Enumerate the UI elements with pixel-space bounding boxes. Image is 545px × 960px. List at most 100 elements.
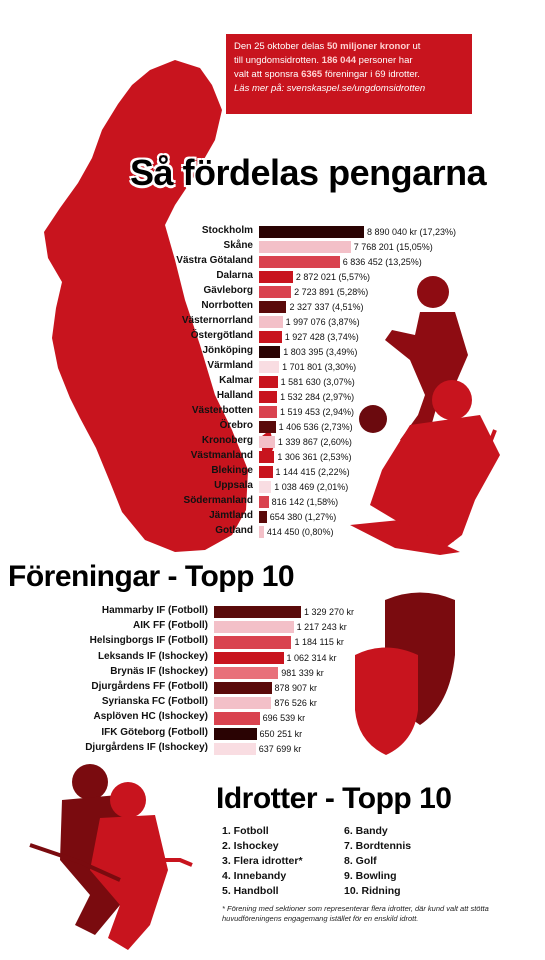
sport-item: 9. Bowling (344, 870, 397, 882)
bar (214, 727, 257, 740)
bar-value: 2 327 337 (4,51%) (289, 302, 364, 312)
bar-value: 876 526 kr (274, 698, 317, 709)
bar (214, 606, 301, 619)
bar-value: 1 184 115 kr (294, 637, 344, 648)
sport-item: 5. Handboll (222, 885, 279, 897)
bar (259, 316, 283, 328)
sport-item: 7. Bordtennis (344, 840, 412, 852)
bar-label: Jämtland (209, 510, 253, 521)
bar-value: 1 038 469 (2,01%) (274, 482, 349, 492)
bar-label: Gotland (215, 525, 253, 536)
bar (214, 697, 272, 710)
bar (259, 511, 267, 523)
bar-value: 1 144 415 (2,22%) (275, 467, 350, 477)
bar-value: 650 251 kr (259, 728, 303, 739)
bar-value: 1 997 076 (3,87%) (285, 317, 360, 327)
bar-value: 8 890 040 kr (17,23%) (367, 227, 457, 237)
info-text: till ungdomsidrotten. (234, 55, 322, 66)
footballer-icon (385, 276, 468, 445)
clubs-title: Föreningar - Topp 10 (8, 560, 295, 593)
bar (259, 466, 273, 478)
bar-label: Gävleborg (203, 285, 253, 296)
bar-label: Dalarna (216, 270, 253, 281)
bar (214, 666, 279, 679)
bar-label: Hammarby IF (Fotboll) (101, 605, 208, 616)
bar-label: Syrianska FC (Fotboll) (101, 696, 208, 708)
bar-value: 1 217 243 kr (296, 622, 347, 633)
bar-value: 981 339 kr (281, 667, 324, 678)
bar (259, 271, 293, 283)
bar-value: 7 768 201 (15,05%) (353, 242, 433, 252)
info-text: föreningar i 69 idrotter. (322, 69, 420, 80)
bar (259, 481, 272, 493)
bar (259, 331, 282, 343)
bar-label: Skåne (223, 240, 253, 251)
bar (259, 421, 276, 433)
bar (259, 286, 292, 298)
bar (214, 742, 256, 755)
bar-value: 6 836 452 (13,25%) (342, 257, 422, 267)
bar-value: 1 927 428 (3,74%) (284, 332, 359, 342)
bar-label: Västerbotten (191, 405, 253, 416)
bar (214, 636, 292, 649)
bar (259, 376, 278, 388)
sports-title: Idrotter - Topp 10 (216, 782, 452, 815)
bar-label: Västmanland (190, 450, 253, 461)
bar-value: 1 406 536 (2,73%) (278, 422, 353, 432)
bar (214, 712, 260, 725)
bar-value: 1 306 361 (2,53%) (277, 452, 352, 462)
bar-value: 816 142 (1,58%) (271, 497, 339, 507)
bar-label: Värmland (207, 360, 253, 371)
info-text: valt att sponsra (234, 69, 302, 80)
bar-label: Helsingborgs IF (Fotboll) (89, 635, 208, 647)
footnote: * Förening med sektioner som representer… (222, 904, 489, 923)
bar-value: 878 907 kr (274, 683, 318, 693)
bar-value: 414 450 (0,80%) (266, 527, 334, 537)
bar-value: 2 872 021 (5,57%) (295, 272, 370, 282)
bar-label: Örebro (219, 420, 253, 431)
info-text: Den 25 oktober delas (234, 41, 327, 52)
bar-label: Brynäs IF (Ishockey) (110, 665, 208, 677)
info-text: ut (409, 41, 421, 52)
bar (259, 226, 364, 238)
info-association-count: 6365 (301, 69, 323, 80)
sport-item: 6. Bandy (344, 825, 388, 837)
bar-label: Södermanland (183, 495, 253, 506)
info-link[interactable]: Läs mer på: svenskaspel.se/ungdomsidrott… (234, 83, 426, 94)
bar (259, 256, 340, 268)
sport-item: 1. Fotboll (222, 825, 269, 837)
bar-value: 1 532 284 (2,97%) (280, 392, 355, 402)
bar-value: 654 380 (1,27%) (269, 512, 337, 522)
info-box: Den 25 oktober delas 50 miljoner kronor … (226, 34, 472, 114)
chart-title: Så fördelas pengarna (130, 152, 487, 193)
bar (214, 651, 284, 664)
bar-value: 1 062 314 kr (286, 652, 337, 663)
bar (214, 621, 294, 634)
bar (214, 682, 272, 695)
bar-label: Halland (216, 390, 253, 401)
bar-label: Djurgårdens IF (Ishockey) (85, 741, 208, 753)
bar (259, 361, 280, 373)
bar-value: 2 723 891 (5,28%) (294, 287, 369, 297)
bar-label: Stockholm (201, 225, 253, 236)
bar-label: Västra Götaland (176, 255, 253, 266)
bar-label: Uppsala (214, 480, 253, 491)
bar-value: 1 803 395 (3,49%) (283, 347, 358, 357)
bar (259, 301, 287, 313)
shield-front-icon (355, 647, 418, 755)
bar (259, 451, 275, 463)
bar-label: Asplöven HC (Ishockey) (93, 711, 208, 723)
bar-label: AIK FF (Fotboll) (133, 620, 208, 632)
sweden-map-icon (44, 60, 248, 552)
bar-value: 696 539 kr (262, 713, 306, 724)
bar (259, 526, 264, 538)
sport-item: 4. Innebandy (222, 870, 287, 882)
bar (259, 391, 278, 403)
bar (259, 436, 275, 448)
bar (259, 241, 351, 253)
sport-item: 8. Golf (344, 855, 377, 867)
sport-item: 2. Ishockey (222, 840, 279, 852)
hockey-players-silhouette-icon (29, 764, 193, 950)
bar (259, 346, 281, 358)
